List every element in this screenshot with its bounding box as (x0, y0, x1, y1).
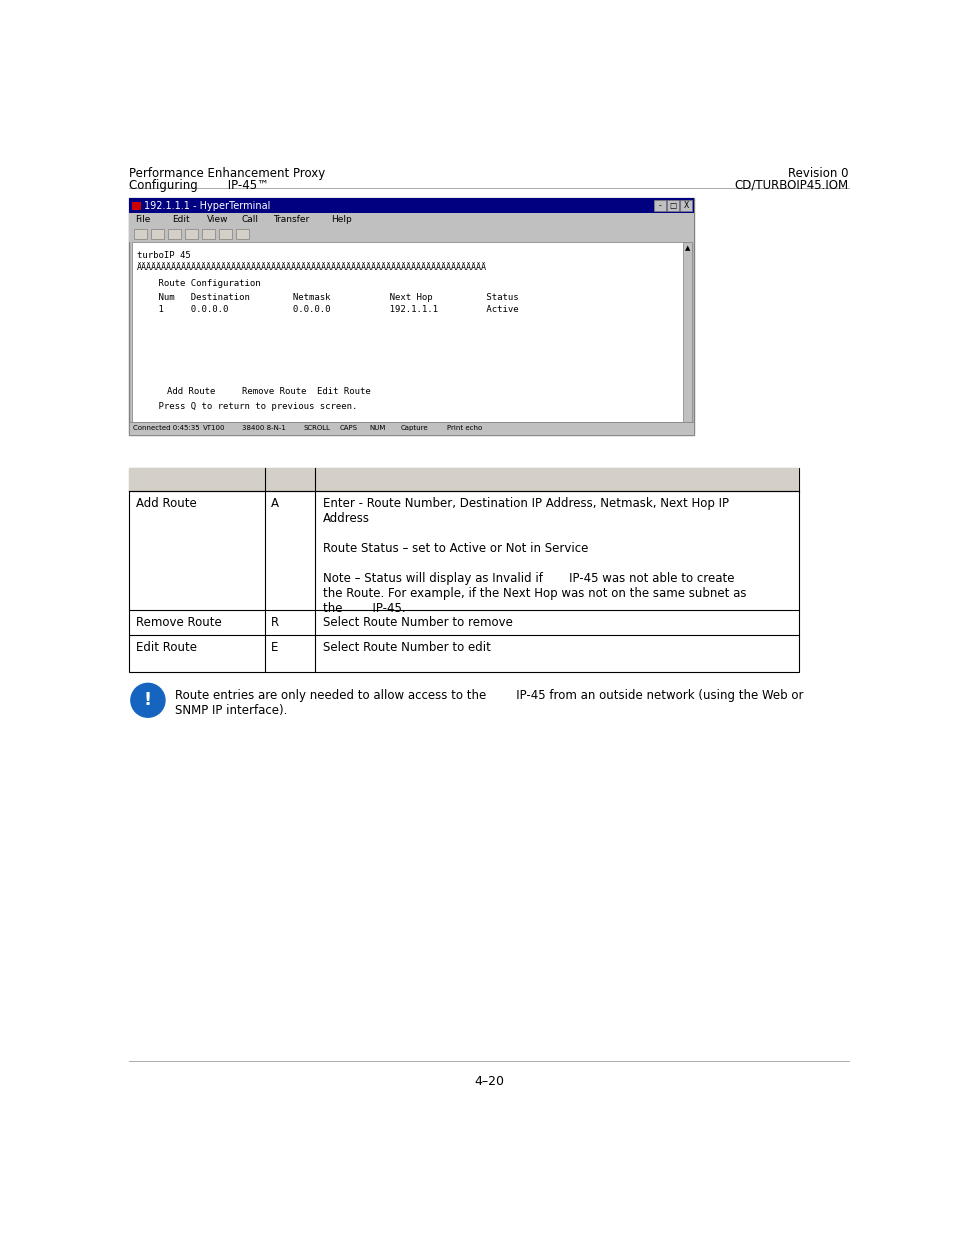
Text: File: File (135, 215, 151, 224)
Text: Connected 0:45:35: Connected 0:45:35 (133, 426, 199, 431)
Bar (130, 468, 798, 490)
Bar (185, 228, 198, 240)
Bar (130, 421, 693, 436)
Bar (130, 199, 693, 212)
Circle shape (131, 683, 165, 718)
Text: E: E (271, 641, 278, 655)
Text: Edit Route: Edit Route (316, 387, 370, 396)
Text: Edit Route: Edit Route (135, 641, 196, 655)
Bar (654, 200, 665, 211)
Bar (130, 226, 693, 242)
Text: Help: Help (331, 215, 352, 224)
Text: View: View (207, 215, 228, 224)
Text: ÄÄÄÄÄÄÄÄÄÄÄÄÄÄÄÄÄÄÄÄÄÄÄÄÄÄÄÄÄÄÄÄÄÄÄÄÄÄÄÄÄÄÄÄÄÄÄÄÄÄÄÄÄÄÄÄÄÄÄÄÄÄÄÄÄÄÄÄÄÄ: ÄÄÄÄÄÄÄÄÄÄÄÄÄÄÄÄÄÄÄÄÄÄÄÄÄÄÄÄÄÄÄÄÄÄÄÄÄÄÄÄ… (137, 263, 487, 272)
Text: 4–20: 4–20 (474, 1074, 503, 1088)
Text: 1     0.0.0.0            0.0.0.0           192.1.1.1         Active: 1 0.0.0.0 0.0.0.0 192.1.1.1 Active (137, 305, 518, 314)
Bar (132, 201, 141, 210)
Bar (666, 200, 679, 211)
Text: □: □ (669, 201, 676, 210)
Text: Transfer: Transfer (273, 215, 309, 224)
Bar (151, 228, 164, 240)
Text: Remove Route: Remove Route (135, 616, 221, 630)
Text: !: ! (144, 692, 152, 709)
Text: Add Route: Add Route (135, 496, 196, 510)
Text: Route Configuration: Route Configuration (137, 279, 260, 288)
Bar (219, 228, 233, 240)
Text: Revision 0: Revision 0 (787, 168, 847, 180)
Text: ▲: ▲ (684, 245, 689, 251)
Text: Press Q to return to previous screen.: Press Q to return to previous screen. (137, 401, 357, 410)
Text: R: R (271, 616, 279, 630)
Text: X: X (682, 201, 688, 210)
Bar (202, 228, 215, 240)
Text: CAPS: CAPS (340, 426, 357, 431)
Text: Edit: Edit (172, 215, 190, 224)
Text: 192.1.1.1 - HyperTerminal: 192.1.1.1 - HyperTerminal (144, 200, 270, 210)
Text: A: A (271, 496, 279, 510)
Bar (682, 242, 691, 421)
Text: Num   Destination        Netmask           Next Hop          Status: Num Destination Netmask Next Hop Status (137, 293, 518, 303)
Text: VT100: VT100 (203, 426, 225, 431)
Bar (133, 228, 147, 240)
Text: Add Route: Add Route (167, 387, 214, 396)
Text: Select Route Number to edit: Select Route Number to edit (323, 641, 491, 655)
Text: Route entries are only needed to allow access to the        IP-45 from an outsid: Route entries are only needed to allow a… (174, 689, 802, 716)
Text: SCROLL: SCROLL (303, 426, 331, 431)
Bar (130, 212, 693, 226)
Bar (236, 228, 249, 240)
Text: CD/TURBOIP45.IOM: CD/TURBOIP45.IOM (734, 179, 847, 191)
Text: NUM: NUM (369, 426, 386, 431)
Text: Print echo: Print echo (447, 426, 482, 431)
Bar (130, 199, 693, 436)
Bar (132, 242, 686, 421)
Text: turboIP 45: turboIP 45 (137, 252, 191, 261)
Text: Enter - Route Number, Destination IP Address, Netmask, Next Hop IP
Address

Rout: Enter - Route Number, Destination IP Add… (323, 496, 746, 615)
Text: Capture: Capture (400, 426, 428, 431)
Bar (168, 228, 181, 240)
Text: Call: Call (241, 215, 258, 224)
Text: Remove Route: Remove Route (241, 387, 306, 396)
Text: Performance Enhancement Proxy: Performance Enhancement Proxy (130, 168, 325, 180)
Text: Configuring        IP-45™: Configuring IP-45™ (130, 179, 269, 191)
Bar (679, 200, 691, 211)
Text: 38400 8-N-1: 38400 8-N-1 (241, 426, 285, 431)
Bar (130, 468, 798, 672)
Text: -: - (658, 201, 660, 210)
Text: Select Route Number to remove: Select Route Number to remove (323, 616, 513, 630)
